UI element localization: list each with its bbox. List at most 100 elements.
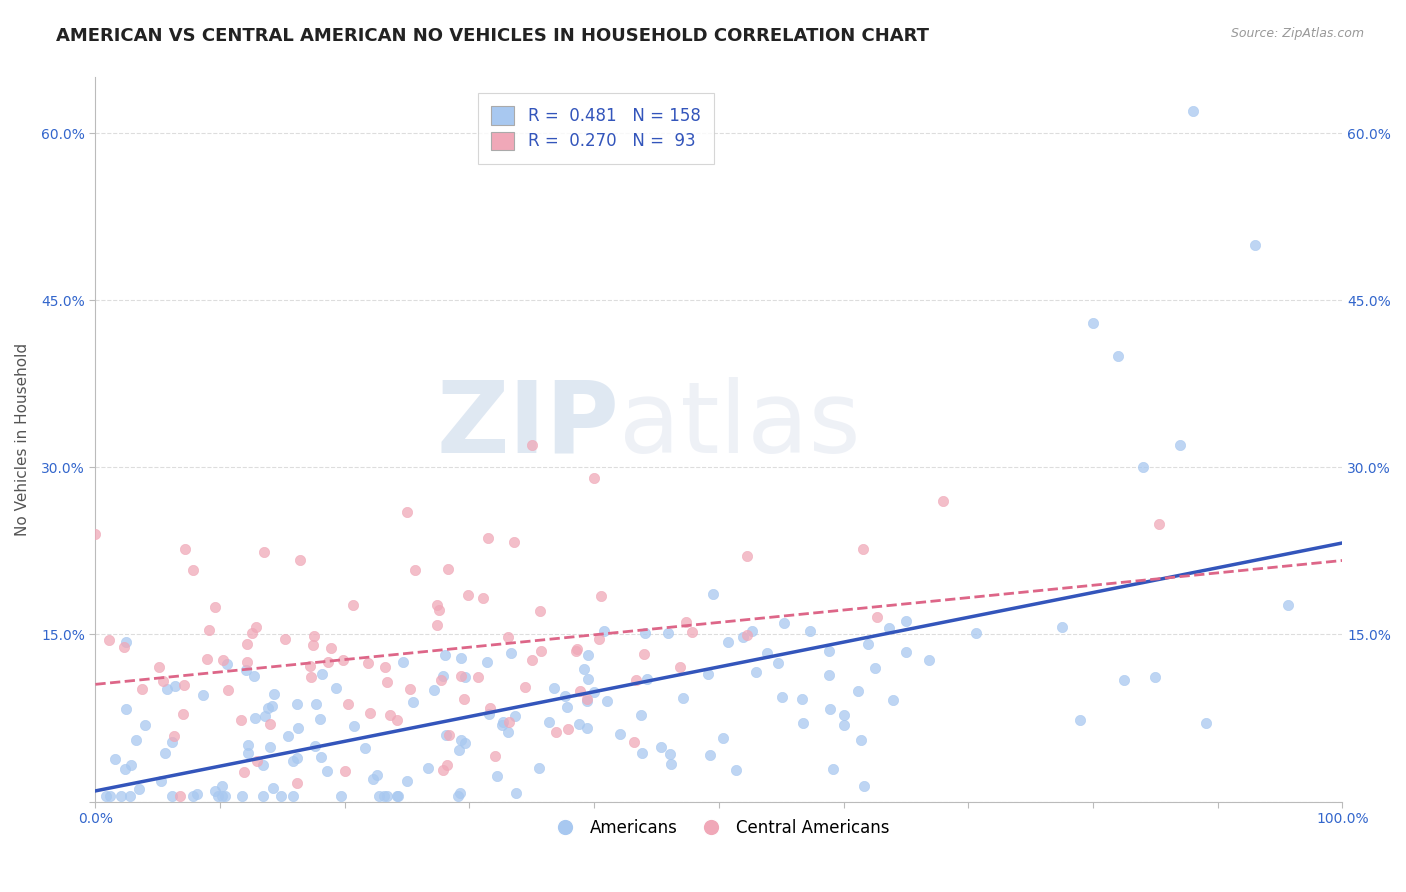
Point [195,652,218,666]
Point [699,747,721,762]
Point [450,651,472,665]
Point [484,749,506,764]
Point [359,706,381,720]
Point [1244,237,1267,252]
Point [450,786,472,800]
Text: atlas: atlas [619,376,860,474]
Point [375,789,398,803]
Point [681,624,703,639]
Point [582,685,605,699]
Point [162,789,184,803]
Point [636,673,658,687]
Point [437,728,460,742]
Point [756,646,779,660]
Point [557,722,579,736]
Point [233,764,256,779]
Point [373,789,395,803]
Point [832,717,855,731]
Point [877,621,900,635]
Point [1195,716,1218,731]
Point [211,789,233,803]
Point [520,438,543,452]
Point [894,645,917,659]
Point [766,656,789,670]
Point [128,781,150,796]
Point [498,714,520,729]
Point [658,747,681,761]
Point [477,531,499,545]
Point [453,692,475,706]
Point [259,717,281,731]
Point [818,702,841,716]
Point [252,789,274,803]
Point [173,542,195,557]
Text: Source: ZipAtlas.com: Source: ZipAtlas.com [1230,27,1364,40]
Point [110,789,132,803]
Point [555,699,578,714]
Point [152,673,174,688]
Point [741,624,763,639]
Point [114,762,136,776]
Text: ZIP: ZIP [436,376,619,474]
Point [513,680,536,694]
Point [650,739,672,754]
Point [447,789,470,803]
Point [148,660,170,674]
Point [576,673,599,687]
Point [316,655,339,669]
Point [330,789,353,803]
Point [530,644,553,658]
Point [478,707,501,722]
Point [153,746,176,760]
Point [423,683,446,698]
Point [491,718,513,732]
Point [866,610,889,624]
Point [529,604,551,618]
Point [882,693,904,707]
Point [932,493,955,508]
Point [396,773,419,788]
Point [204,600,226,615]
Point [436,562,458,576]
Point [285,751,308,765]
Point [432,763,454,777]
Point [214,789,236,803]
Point [1132,460,1154,475]
Point [576,692,599,706]
Point [492,714,515,729]
Point [181,563,204,577]
Point [669,660,692,674]
Point [115,634,138,648]
Point [253,545,276,559]
Point [246,755,269,769]
Point [591,590,613,604]
Point [380,708,402,723]
Point [374,659,396,673]
Point [544,725,567,739]
Point [965,626,987,640]
Point [593,624,616,638]
Point [211,652,233,666]
Point [1143,670,1166,684]
Point [385,789,408,803]
Point [631,746,654,760]
Point [263,686,285,700]
Y-axis label: No Vehicles in Household: No Vehicles in Household [15,343,30,536]
Point [486,769,509,783]
Point [191,688,214,702]
Point [150,773,173,788]
Point [162,730,184,744]
Point [211,779,233,793]
Point [537,714,560,729]
Point [450,669,472,683]
Point [274,632,297,646]
Point [304,739,326,754]
Point [457,589,479,603]
Point [84,527,107,541]
Point [1052,620,1074,634]
Point [595,694,617,708]
Point [430,673,453,687]
Point [427,602,450,616]
Point [245,620,267,634]
Point [235,637,257,651]
